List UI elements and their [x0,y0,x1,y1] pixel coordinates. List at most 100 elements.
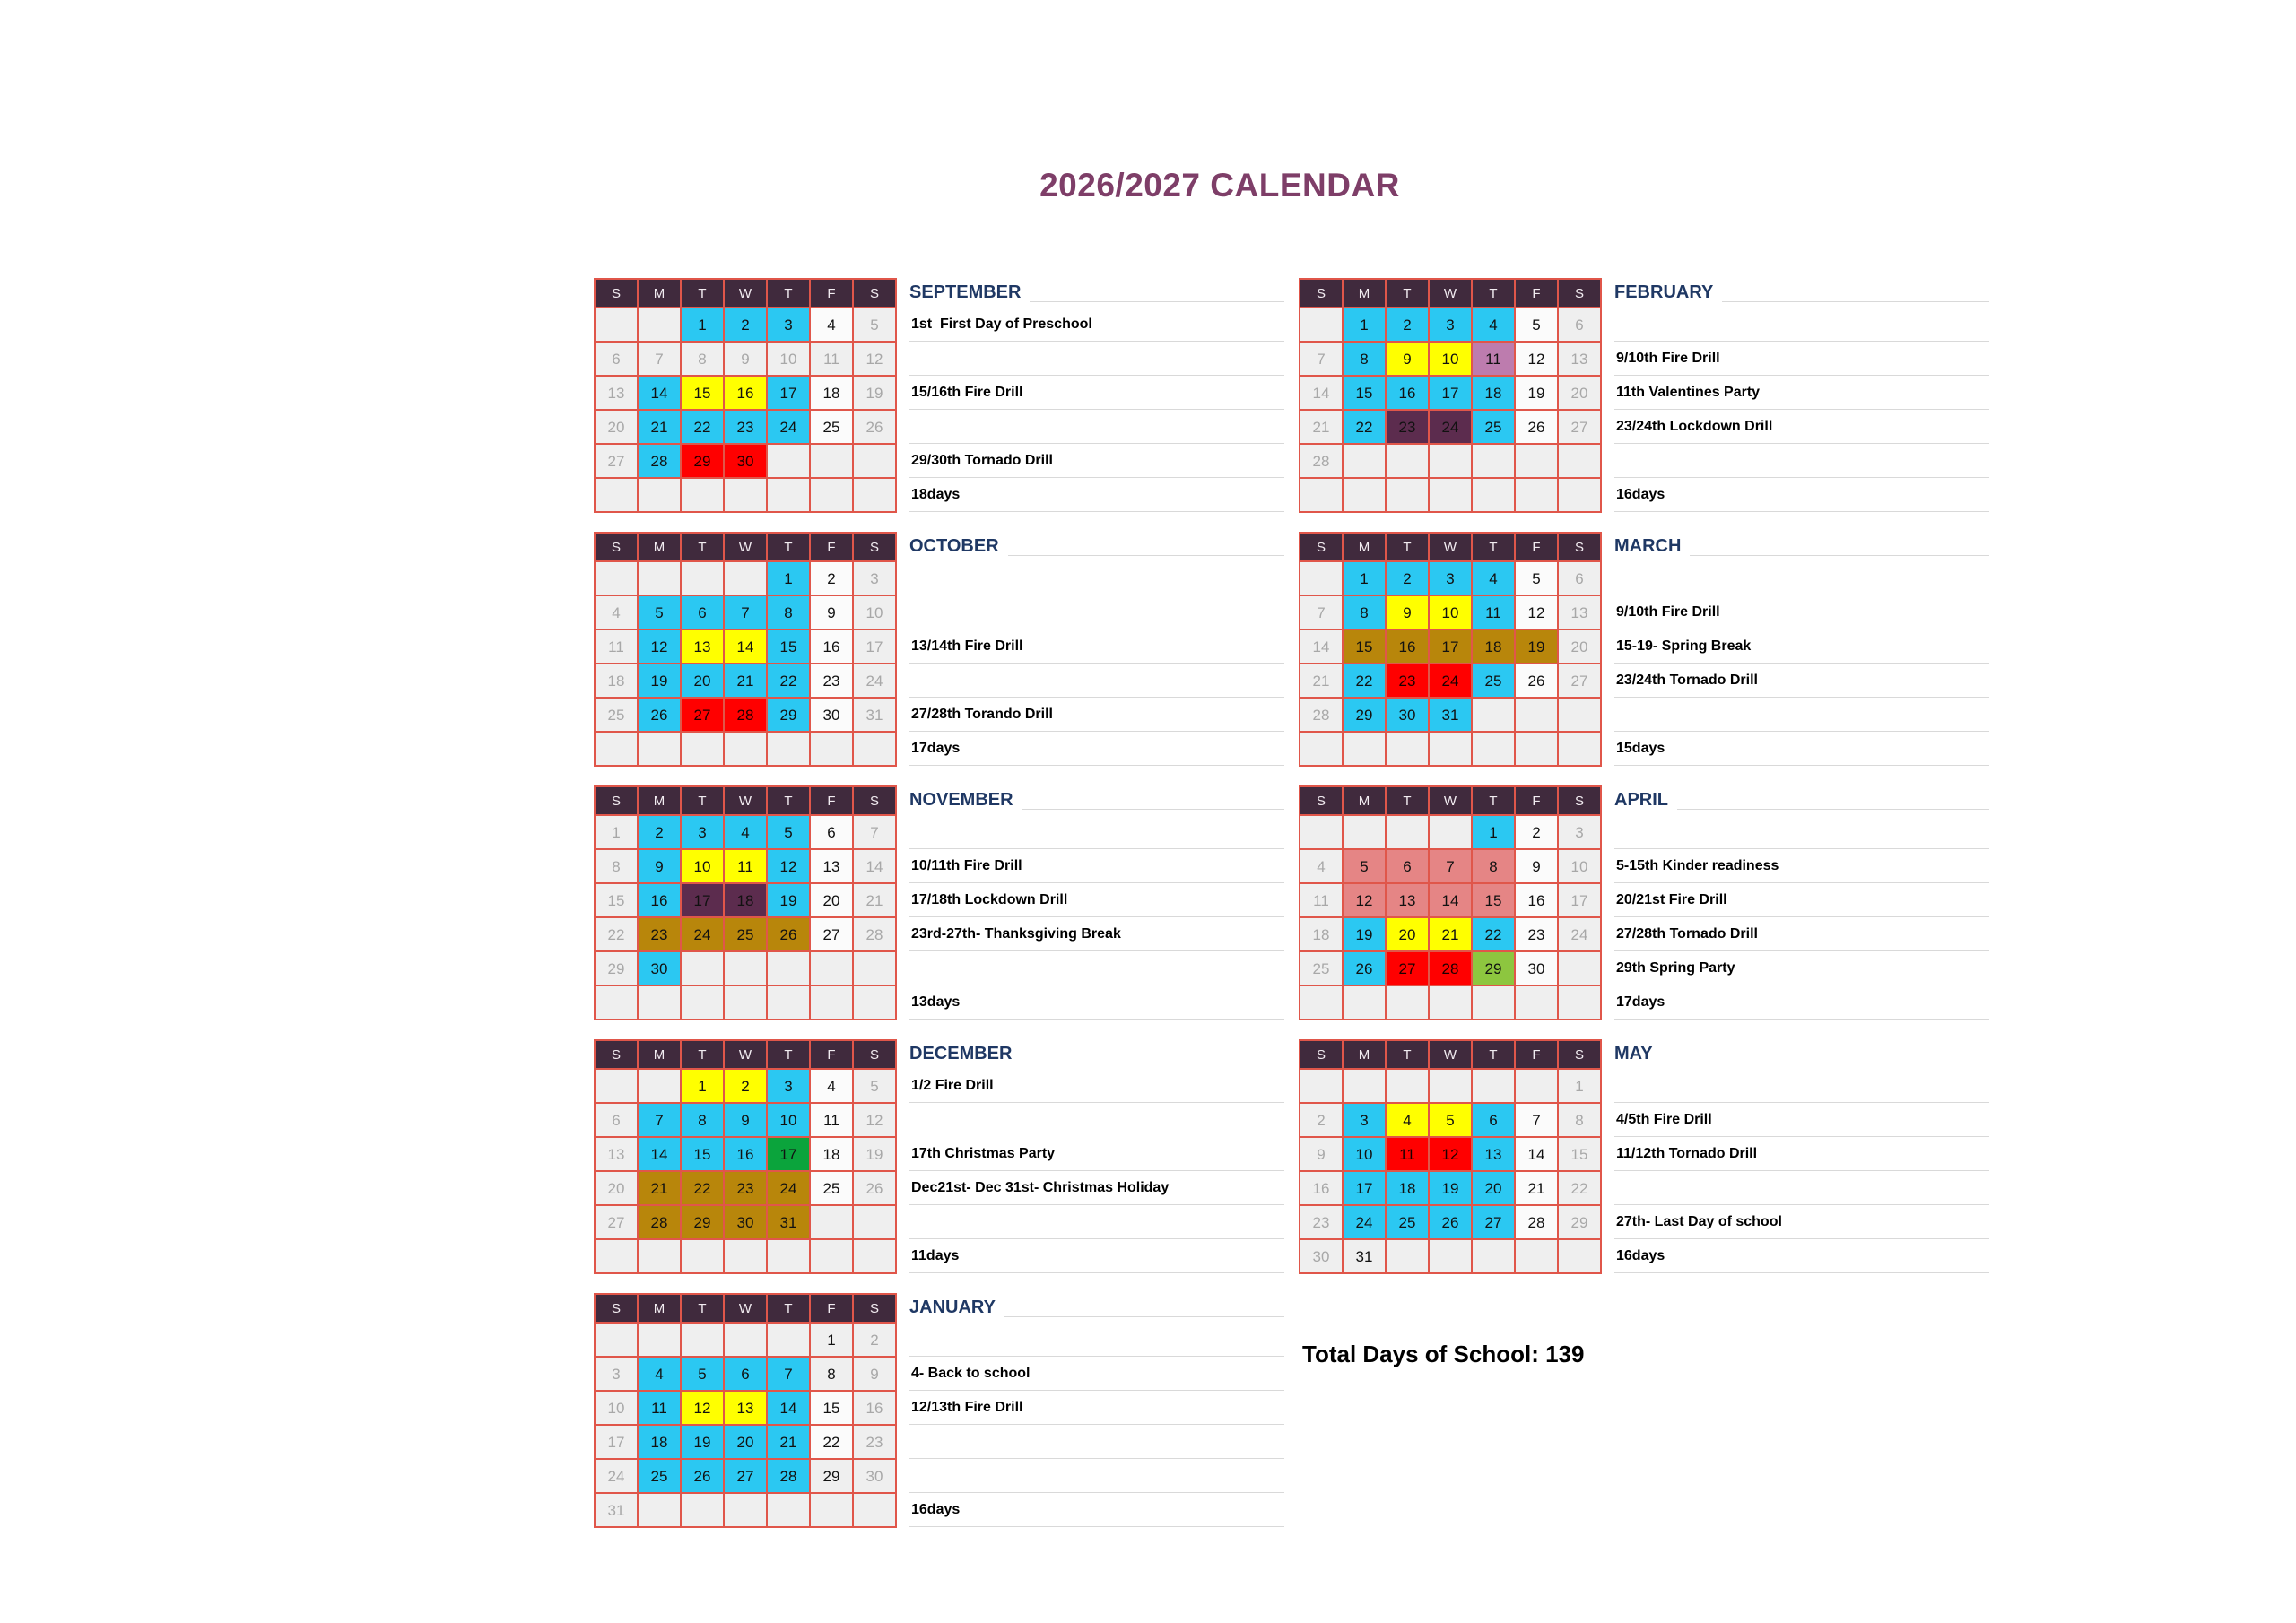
day-blank [1430,479,1471,511]
annotation-row [909,343,1284,376]
weekday-header: W [725,1041,766,1068]
day-7-off: 7 [639,343,680,375]
annotation-text: 4/5th Fire Drill [1616,1112,1712,1127]
day-9-off: 9 [1300,1138,1342,1170]
month-annotations: NOVEMBER 10/11th Fire Drill 17/18th Lockdo… [909,785,1284,1022]
weekday-header: T [1387,1041,1428,1068]
month-panel-march: S M T W T F S 1 2 3 4 5 6 7 8 9 10 11 12 13 14 15 16 17 18 19 20 21… [1299,532,1991,770]
day-blank [1344,733,1385,765]
annotation-row [909,1460,1284,1493]
title-underline [1690,555,1989,556]
day-blank [1430,816,1471,848]
day-20-school: 20 [725,1426,766,1458]
day-blank [1473,986,1514,1019]
day-6-off: 6 [1559,562,1600,595]
weekday-header: S [1300,280,1342,307]
month-title: OCTOBER [909,535,999,556]
title-underline [1007,555,1284,556]
month-panel-october: S M T W T F S 1 2 3 4 5 6 7 8 9 10 11 12 13 14 15 16 17 18 19 20 21… [594,532,1286,770]
day-26-off: 26 [854,1172,895,1204]
day-3-off: 3 [596,1358,637,1390]
day-blank [725,1324,766,1356]
month-panel-february: S M T W T F S 1 2 3 4 5 6 7 8 9 10 11 12 13 14 15 16 17 18 19 20 21… [1299,278,1991,516]
day-24-break: 24 [768,1172,809,1204]
day-12-plain: 12 [1516,596,1557,629]
day-16-off: 16 [1300,1172,1342,1204]
day-blank [1559,479,1600,511]
annotation-text: 29th Spring Party [1616,960,1735,976]
day-14-off: 14 [854,850,895,882]
weekday-header: T [1473,787,1514,814]
day-25-break: 25 [725,918,766,950]
day-20-off: 20 [1559,630,1600,663]
day-22-school: 22 [1344,664,1385,697]
day-9-fire: 9 [1387,596,1428,629]
day-28-break: 28 [639,1206,680,1238]
day-blank [639,479,680,511]
day-29-school: 29 [768,699,809,731]
day-8-school: 8 [682,1104,723,1136]
day-4-plain: 4 [811,1070,852,1102]
annotation-row: 9/10th Fire Drill [1614,596,1989,629]
day-7-off: 7 [1300,343,1342,375]
weekday-header: T [768,1295,809,1322]
day-blank [1344,816,1385,848]
day-31-school: 31 [1430,699,1471,731]
day-18-school: 18 [639,1426,680,1458]
day-4-school: 4 [725,816,766,848]
day-3-school: 3 [768,308,809,341]
day-blank [682,952,723,985]
weekday-header: F [811,1041,852,1068]
day-10-school: 10 [768,1104,809,1136]
weekday-header: M [639,280,680,307]
day-blank [639,1240,680,1272]
day-30-off: 30 [854,1460,895,1492]
day-blank [639,733,680,765]
day-blank [1516,1070,1557,1102]
month-grid-april: S M T W T F S 1 2 3 4 5 6 7 8 9 10 11 12 13 14 15 16 17 18 19 20 21… [1299,785,1602,1020]
annotation-row: 9/10th Fire Drill [1614,343,1989,376]
day-7-kinder: 7 [1430,850,1471,882]
day-19-school: 19 [639,664,680,697]
annotation-text: 5-15th Kinder readiness [1616,858,1779,873]
annotation-text: 23/24th Tornado Drill [1616,673,1758,688]
day-21-school: 21 [768,1426,809,1458]
weekday-header: M [1344,1041,1385,1068]
day-3-school: 3 [682,816,723,848]
weekday-header: W [725,1295,766,1322]
day-16-break: 16 [1387,630,1428,663]
day-blank [596,562,637,595]
annotation-text: 1/2 Fire Drill [911,1078,994,1093]
day-blank [1344,479,1385,511]
day-blank [596,1070,637,1102]
day-blank [596,479,637,511]
day-28-school: 28 [639,445,680,477]
weekday-header: F [1516,280,1557,307]
day-25-plain: 25 [811,1172,852,1204]
annotation-text: 15-19- Spring Break [1616,638,1752,654]
day-9-school: 9 [639,850,680,882]
annotation-row: 13/14th Fire Drill [909,630,1284,664]
annotation-text: 15/16th Fire Drill [911,385,1023,400]
weekday-header: W [725,280,766,307]
day-blank [1516,986,1557,1019]
day-10-off: 10 [1559,850,1600,882]
month-grid-october: S M T W T F S 1 2 3 4 5 6 7 8 9 10 11 12 13 14 15 16 17 18 19 20 21… [594,532,897,767]
annotation-row [909,411,1284,444]
day-17-xmas: 17 [768,1138,809,1170]
weekday-header: M [639,1295,680,1322]
day-8-off: 8 [682,343,723,375]
day-12-plain: 12 [1516,343,1557,375]
day-9-school: 9 [725,1104,766,1136]
day-blank [1473,733,1514,765]
day-23-plain: 23 [811,664,852,697]
annotation-row [909,562,1284,595]
day-23-lockdown: 23 [1387,411,1428,443]
weekday-header: W [1430,534,1471,560]
weekday-header: T [768,280,809,307]
day-26-off: 26 [854,411,895,443]
month-title: FEBRUARY [1614,282,1714,302]
annotation-row: 27/28th Torando Drill [909,699,1284,732]
day-25-plain: 25 [811,411,852,443]
